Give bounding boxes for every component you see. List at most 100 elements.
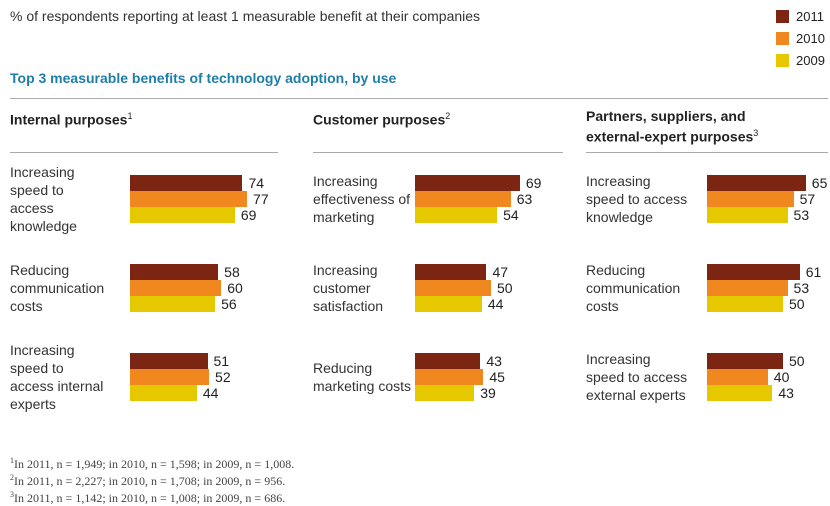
bar — [707, 296, 783, 312]
value-label: 40 — [773, 369, 790, 385]
panel-title: Customer purposes2 — [313, 108, 563, 129]
category-label: Increasing speed to access external expe… — [586, 337, 691, 417]
category-label: Reducing communication costs — [586, 248, 691, 328]
bar — [707, 264, 800, 280]
panel-title-text: Customer purposes — [313, 111, 446, 128]
category-label: Increasing speed to access internal expe… — [10, 337, 110, 417]
value-label: 50 — [497, 280, 513, 296]
legend-swatch — [776, 32, 789, 45]
subtitle: % of respondents reporting at least 1 me… — [10, 8, 481, 24]
value-label: 65 — [811, 175, 828, 191]
category-text: Increasing speed to access internal expe… — [10, 342, 104, 412]
category-text: Increasing speed to access external expe… — [586, 351, 688, 403]
category-text: Reducing communication costs — [10, 262, 105, 314]
bar — [707, 369, 768, 385]
value-label: 61 — [805, 264, 822, 280]
footnote: 3In 2011, n = 1,142; in 2010, n = 1,008;… — [10, 490, 285, 506]
bar — [707, 207, 788, 223]
footnote-mark: 1 — [10, 456, 14, 465]
value-label: 60 — [227, 280, 243, 296]
divider — [10, 98, 828, 99]
value-label: 53 — [793, 207, 810, 223]
bar — [415, 207, 498, 223]
footnote: 2In 2011, n = 2,227; in 2010, n = 1,708;… — [10, 473, 285, 489]
bar — [415, 296, 482, 312]
divider — [10, 152, 278, 153]
bar — [707, 280, 788, 296]
footnote-text: In 2011, n = 2,227; in 2010, n = 1,708; … — [14, 474, 286, 488]
legend-swatch — [776, 10, 789, 23]
value-label: 43 — [778, 385, 794, 401]
legend-label: 2011 — [796, 9, 824, 24]
bar — [415, 175, 520, 191]
bar — [130, 207, 235, 223]
footnote-text: In 2011, n = 1,142; in 2010, n = 1,008; … — [14, 491, 286, 505]
value-label: 44 — [487, 296, 504, 312]
value-label: 56 — [221, 296, 237, 312]
bar — [707, 175, 806, 191]
value-label: 77 — [253, 191, 269, 207]
divider — [586, 152, 828, 153]
bar — [130, 385, 197, 401]
value-label: 69 — [525, 175, 542, 191]
value-label: 51 — [213, 353, 230, 369]
legend-swatch — [776, 54, 789, 67]
legend-label: 2010 — [796, 31, 825, 46]
bar — [130, 353, 208, 369]
value-label: 53 — [793, 280, 810, 296]
category-text: Increasing speed to access knowledge — [586, 173, 688, 225]
footnote-mark: 2 — [10, 473, 14, 482]
value-label: 63 — [516, 191, 533, 207]
panel-title: Partners, suppliers, and external-expert… — [586, 108, 796, 146]
category-text: Increasing customer satisfaction — [313, 262, 384, 314]
category-text: Increasing effectiveness of marketing — [313, 173, 411, 225]
bar — [707, 353, 783, 369]
category-text: Reducing communication costs — [586, 262, 681, 314]
category-label: Increasing speed to access knowledge — [586, 159, 691, 239]
value-label: 44 — [202, 385, 219, 401]
value-label: 57 — [799, 191, 816, 207]
panel-title-note: 1 — [127, 111, 133, 121]
value-label: 58 — [224, 264, 240, 280]
bar — [415, 353, 481, 369]
bar — [130, 264, 219, 280]
value-label: 50 — [789, 296, 805, 312]
bar — [130, 175, 243, 191]
bar — [130, 280, 222, 296]
category-label: Increasing customer satisfaction — [313, 248, 413, 328]
value-label: 52 — [215, 369, 231, 385]
footnote-mark: 3 — [10, 490, 14, 499]
legend-label: 2009 — [796, 53, 825, 68]
category-label: Reducing marketing costs — [313, 337, 413, 417]
bar — [415, 264, 487, 280]
panel-title: Internal purposes1 — [10, 108, 278, 129]
category-text: Increasing speed to access knowledge — [10, 164, 77, 234]
panel-title-note: 2 — [445, 111, 451, 121]
bar — [707, 385, 773, 401]
value-label: 39 — [480, 385, 496, 401]
category-text: Reducing marketing costs — [313, 360, 412, 394]
panel-title-text: Partners, suppliers, and external-expert… — [586, 108, 754, 145]
value-label: 69 — [240, 207, 257, 223]
panel-title-text: Internal purposes — [10, 111, 128, 128]
value-label: 47 — [492, 264, 509, 280]
panel-title-note: 3 — [753, 128, 759, 138]
bar — [707, 191, 794, 207]
value-label: 43 — [486, 353, 502, 369]
bar — [130, 191, 248, 207]
footnote: 1In 2011, n = 1,949; in 2010, n = 1,598;… — [10, 456, 294, 472]
value-label: 50 — [789, 353, 805, 369]
bar — [130, 369, 210, 385]
category-label: Increasing speed to access knowledge — [10, 159, 110, 239]
footnote-text: In 2011, n = 1,949; in 2010, n = 1,598; … — [14, 457, 295, 471]
bar — [415, 280, 491, 296]
bar — [415, 191, 511, 207]
value-label: 74 — [248, 175, 265, 191]
bar — [415, 385, 475, 401]
bar — [130, 296, 216, 312]
category-label: Reducing communication costs — [10, 248, 110, 328]
value-label: 54 — [503, 207, 519, 223]
value-label: 45 — [489, 369, 505, 385]
bar — [415, 369, 484, 385]
